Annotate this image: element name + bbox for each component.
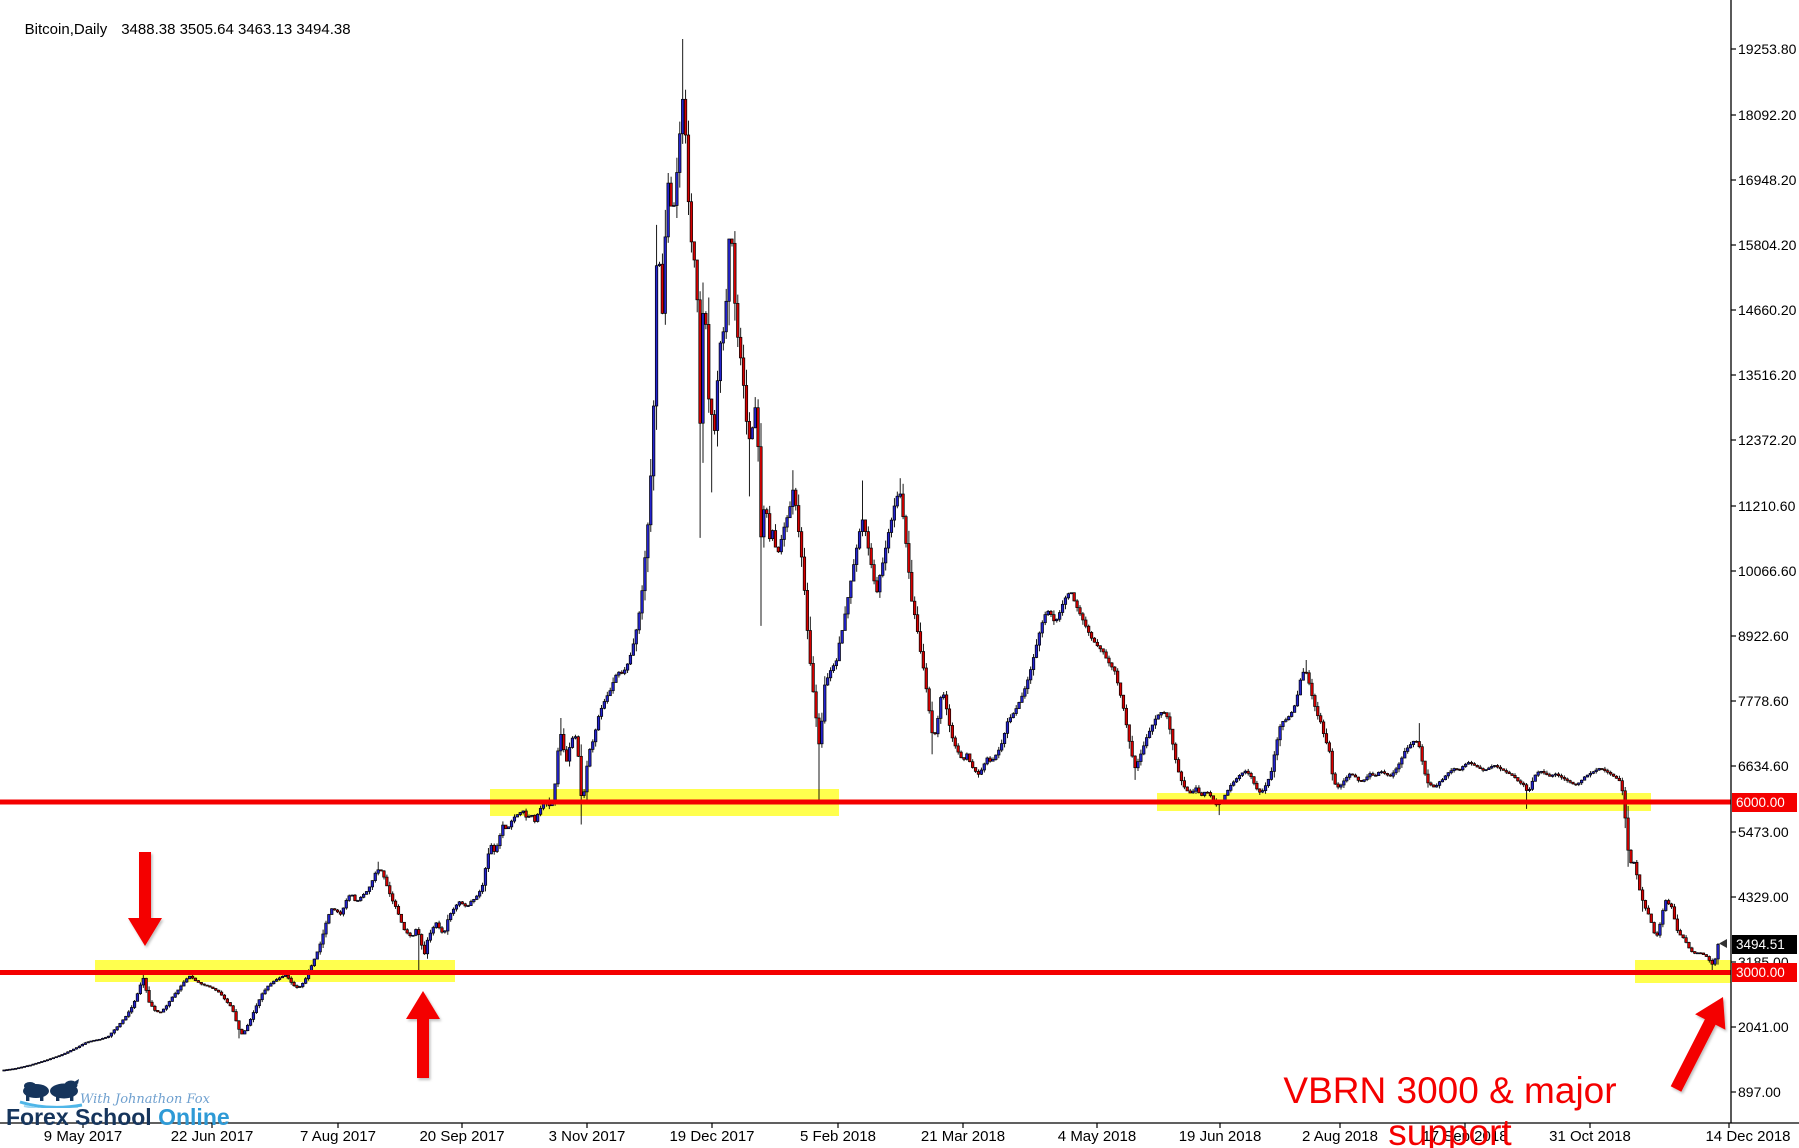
x-axis-label: 3 Nov 2017 <box>548 1128 626 1145</box>
x-axis-label: 17 Sep 2018 <box>1422 1128 1508 1145</box>
y-axis-label: 2041.00 <box>1738 1019 1789 1035</box>
x-axis-label: 31 Oct 2018 <box>1549 1128 1631 1145</box>
x-axis-label: 7 Aug 2017 <box>300 1128 376 1145</box>
y-axis-label: 19253.80 <box>1738 41 1797 57</box>
horizontal-level-lines[interactable] <box>0 799 1731 976</box>
bull-bear-icon <box>19 1079 83 1108</box>
x-axis-label: 2 Aug 2018 <box>1302 1128 1378 1145</box>
x-axis-label: 21 Mar 2018 <box>920 1128 1006 1145</box>
symbol-timeframe-label: Bitcoin,Daily <box>24 21 108 38</box>
x-axis-label: 14 Dec 2018 <box>1705 1128 1791 1145</box>
level-price-tag: 3000.00 <box>1732 963 1797 982</box>
y-axis-label: 12372.20 <box>1738 432 1797 448</box>
x-axis-label: 19 Jun 2018 <box>1178 1128 1262 1145</box>
y-axis-label: 11210.60 <box>1738 498 1796 514</box>
ohlc-readout: 3488.38 3505.64 3463.13 3494.38 <box>121 21 351 38</box>
x-axis-label: 20 Sep 2017 <box>419 1128 505 1145</box>
last-price-marker <box>1719 939 1727 948</box>
y-axis-label: 8922.60 <box>1738 628 1789 644</box>
up-arrow-annotation[interactable] <box>406 991 440 1078</box>
x-axis-label: 19 Dec 2017 <box>669 1128 755 1145</box>
annotation-text[interactable]: VBRN 3000 & major support <box>1283 1070 1617 1148</box>
y-axis-label: 4329.00 <box>1738 889 1789 905</box>
down-arrow-annotation[interactable] <box>128 852 162 946</box>
logo: With Johnathon Fox Forex School Online <box>4 1078 234 1130</box>
y-axis-label: 897.00 <box>1738 1084 1781 1100</box>
x-axis-label: 9 May 2017 <box>43 1128 123 1145</box>
support-zones[interactable] <box>95 789 1731 983</box>
y-axis-label: 18092.20 <box>1738 107 1797 123</box>
y-axis-label: 14660.20 <box>1738 302 1797 318</box>
level-price-tag: 6000.00 <box>1732 792 1797 812</box>
diagonal-arrow-annotation[interactable] <box>1670 997 1726 1092</box>
current-price-value: 3494.51 <box>1736 936 1785 952</box>
y-axis-label: 16948.20 <box>1738 172 1797 188</box>
chart-title: Bitcoin,Daily 3488.38 3505.64 3463.13 349… <box>8 4 351 55</box>
x-axis-label: 5 Feb 2018 <box>800 1128 876 1145</box>
y-axis-label: 15804.20 <box>1738 237 1797 253</box>
candlestick-series[interactable] <box>2 39 1720 1072</box>
y-axis-label: 5473.00 <box>1738 824 1789 840</box>
x-axis-label: 22 Jun 2017 <box>170 1128 254 1145</box>
x-axis-label: 4 May 2018 <box>1057 1128 1137 1145</box>
logo-name-dark: Forex School <box>6 1104 152 1130</box>
y-axis-label: 7778.60 <box>1738 693 1789 709</box>
logo-name-light: Online <box>158 1104 230 1130</box>
y-axis-label: 6634.60 <box>1738 758 1789 774</box>
y-axis-label: 10066.60 <box>1738 563 1797 579</box>
current-price-tag: 3494.51 <box>1732 934 1797 954</box>
y-axis-label: 13516.20 <box>1738 367 1797 383</box>
logo-tagline: With Johnathon Fox <box>80 1092 210 1107</box>
